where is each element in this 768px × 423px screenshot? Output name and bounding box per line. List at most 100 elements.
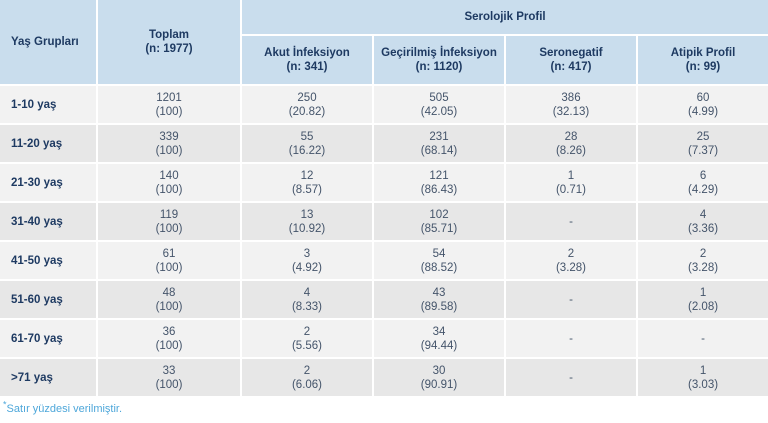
cell-count: 1 (567, 169, 575, 182)
subheader-seronegative: Seronegatif (n: 417) (506, 36, 636, 84)
cell-count: 2 (303, 325, 311, 338)
serologic-profile-table: Yaş Grupları Toplam (n: 1977) Serolojik … (0, 0, 768, 396)
row-label-age-group: 31-40 yaş (0, 203, 96, 240)
table-footnote: *Satır yüzdesi verilmiştir. (0, 398, 768, 415)
cell-count: 33 (162, 364, 176, 377)
table-header: Yaş Grupları Toplam (n: 1977) Serolojik … (0, 0, 768, 84)
data-cell: 505 (42.05) (374, 86, 504, 123)
data-cell: 119 (100) (98, 203, 240, 240)
cell-percent: (6.06) (291, 378, 323, 391)
data-cell: 231 (68.14) (374, 125, 504, 162)
subheader-n: (n: 1120) (415, 61, 463, 73)
row-label-age-group: 1-10 yaş (0, 86, 96, 123)
header-serologic-profile: Serolojik Profil (242, 0, 768, 34)
data-cell: 48 (100) (98, 281, 240, 318)
data-cell: 36 (100) (98, 320, 240, 357)
subheader-atypical-profile: Atipik Profil (n: 99) (638, 36, 768, 84)
cell-percent: (4.29) (688, 183, 719, 196)
subheader-past-infection: Geçirilmiş İnfeksiyon (n: 1120) (374, 36, 504, 84)
cell-percent: (100) (155, 105, 183, 118)
table-body: 1-10 yaş 1201 (100) 250 (20.82) 505 (42.05) 386… (0, 86, 768, 396)
footnote-asterisk: * (3, 399, 7, 410)
table-row: 1-10 yaş 1201 (100) 250 (20.82) 505 (42.05) 386… (0, 86, 768, 123)
subheader-acute-infection: Akut İnfeksiyon (n: 341) (242, 36, 372, 84)
header-total: Toplam (n: 1977) (98, 0, 240, 84)
cell-count: 1 (699, 364, 707, 377)
cell-percent: (100) (155, 261, 183, 274)
cell-percent: (16.22) (288, 144, 326, 157)
cell-percent: (89.58) (420, 300, 458, 313)
cell-percent: (88.52) (420, 261, 458, 274)
header-row-sub: Akut İnfeksiyon (n: 341) Geçirilmiş İnfe… (0, 36, 768, 84)
cell-percent: (3.03) (688, 378, 719, 391)
table-row: 61-70 yaş 36 (100) 2 (5.56) 34 (94.44) - - (0, 320, 768, 357)
cell-count: 231 (429, 130, 449, 143)
data-cell: 4 (3.36) (638, 203, 768, 240)
subheader-label: Seronegatif (539, 47, 603, 59)
data-cell: 2 (3.28) (506, 242, 636, 279)
cell-count: 43 (432, 286, 446, 299)
cell-count: 54 (432, 247, 446, 260)
cell-percent: (68.14) (420, 144, 458, 157)
cell-count: 1201 (156, 91, 182, 104)
data-cell: - (506, 281, 636, 318)
row-label-age-group: 21-30 yaş (0, 164, 96, 201)
cell-count: 250 (297, 91, 317, 104)
cell-percent: (32.13) (552, 105, 590, 118)
cell-count: 102 (429, 208, 449, 221)
header-row-group: Yaş Grupları Toplam (n: 1977) Serolojik … (0, 0, 768, 84)
subheader-n: (n: 417) (550, 61, 592, 73)
cell-percent: (100) (155, 144, 183, 157)
data-cell: 12 (8.57) (242, 164, 372, 201)
data-cell: 1 (3.03) (638, 359, 768, 396)
row-label-age-group: 11-20 yaş (0, 125, 96, 162)
data-cell: 30 (90.91) (374, 359, 504, 396)
cell-percent: (20.82) (288, 105, 326, 118)
cell-count: 2 (303, 364, 311, 377)
data-cell: 386 (32.13) (506, 86, 636, 123)
cell-percent: (2.08) (688, 300, 719, 313)
cell-count: 55 (300, 130, 314, 143)
cell-percent: (4.92) (291, 261, 323, 274)
subheader-label: Geçirilmiş İnfeksiyon (381, 47, 497, 59)
cell-percent: (5.56) (291, 339, 323, 352)
cell-percent: (8.26) (555, 144, 587, 157)
cell-count: 60 (696, 91, 710, 104)
cell-percent: (94.44) (420, 339, 458, 352)
cell-count: 2 (567, 247, 575, 260)
row-label-age-group: 51-60 yaş (0, 281, 96, 318)
data-cell: 250 (20.82) (242, 86, 372, 123)
data-cell: 33 (100) (98, 359, 240, 396)
row-label-age-group: >71 yaş (0, 359, 96, 396)
cell-count: - (569, 293, 573, 306)
data-cell: 3 (4.92) (242, 242, 372, 279)
cell-percent: (85.71) (420, 222, 458, 235)
cell-percent: (100) (155, 183, 183, 196)
data-cell: 13 (10.92) (242, 203, 372, 240)
cell-percent: (8.33) (291, 300, 323, 313)
cell-percent: (100) (155, 222, 183, 235)
data-cell: 4 (8.33) (242, 281, 372, 318)
cell-percent: (4.99) (688, 105, 719, 118)
cell-count: 3 (303, 247, 311, 260)
subheader-n: (n: 341) (286, 61, 328, 73)
cell-count: 13 (300, 208, 314, 221)
row-label-age-group: 41-50 yaş (0, 242, 96, 279)
data-cell: 54 (88.52) (374, 242, 504, 279)
cell-count: 2 (699, 247, 707, 260)
cell-percent: (0.71) (555, 183, 587, 196)
cell-count: 121 (429, 169, 449, 182)
data-cell: 2 (5.56) (242, 320, 372, 357)
cell-count: 12 (300, 169, 314, 182)
data-cell: - (506, 203, 636, 240)
data-cell: - (506, 320, 636, 357)
cell-percent: (86.43) (420, 183, 458, 196)
cell-count: 6 (699, 169, 707, 182)
row-label-age-group: 61-70 yaş (0, 320, 96, 357)
cell-count: 28 (564, 130, 578, 143)
data-cell: 140 (100) (98, 164, 240, 201)
footnote-text: Satır yüzdesi verilmiştir. (6, 403, 123, 415)
cell-count: 339 (159, 130, 179, 143)
cell-count: 4 (303, 286, 311, 299)
data-cell: 2 (6.06) (242, 359, 372, 396)
